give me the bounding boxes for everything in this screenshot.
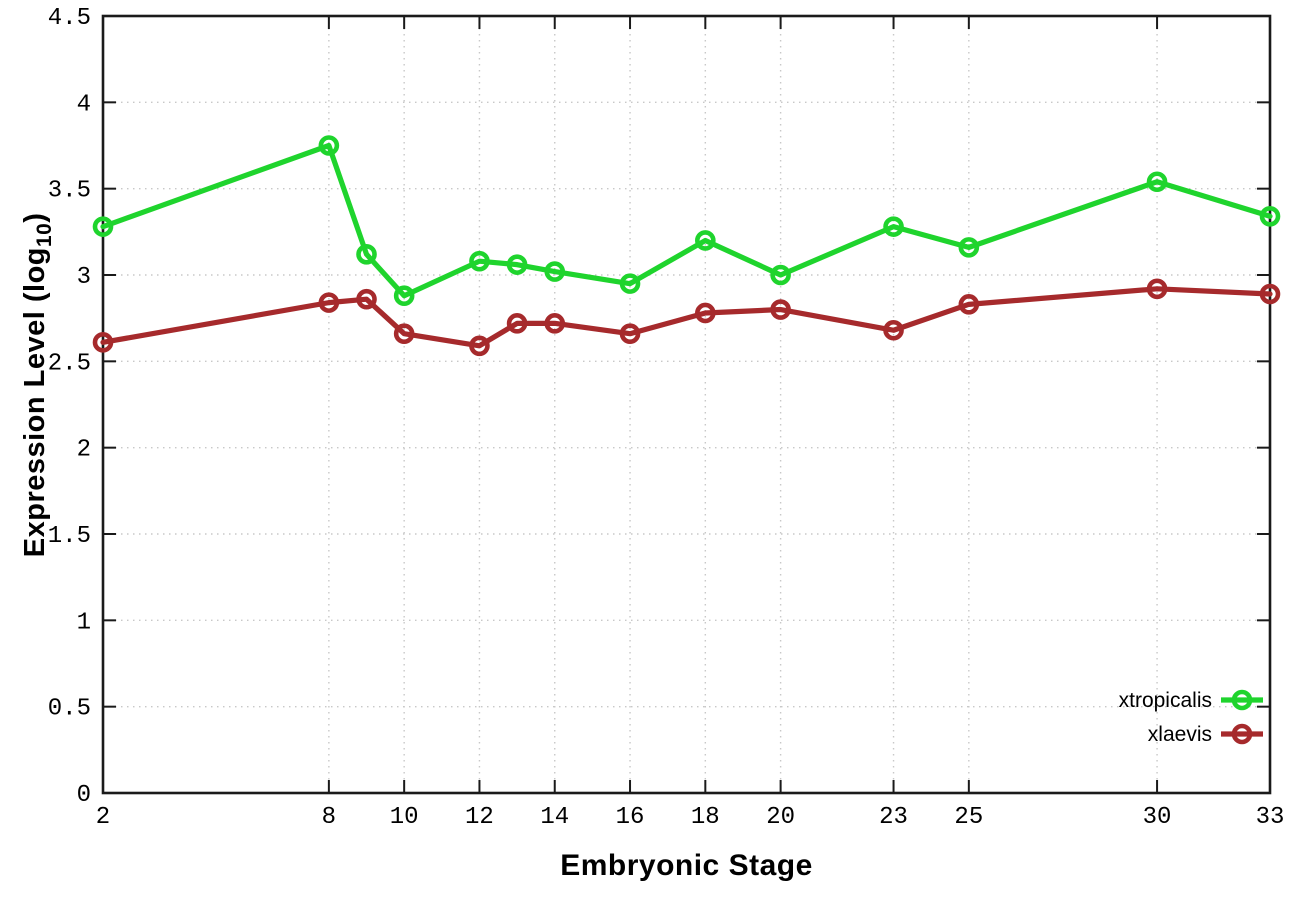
data-point-xtropicalis-33 xyxy=(1259,205,1281,227)
data-point-xlaevis-13 xyxy=(506,313,528,334)
series-xlaevis xyxy=(92,278,1281,357)
data-point-xlaevis-8 xyxy=(318,292,340,313)
data-point-xtropicalis-16 xyxy=(619,273,641,294)
x-tick-label: 12 xyxy=(465,804,494,831)
data-point-xtropicalis-2 xyxy=(92,216,114,237)
x-tick-label: 2 xyxy=(96,804,110,831)
data-point-xtropicalis-18 xyxy=(695,230,716,251)
y-tick-label: 4.5 xyxy=(48,5,91,32)
tick-marks xyxy=(102,15,1271,794)
data-point-xlaevis-12 xyxy=(469,335,490,357)
x-tick-label: 25 xyxy=(954,804,983,831)
data-point-xlaevis-14 xyxy=(544,313,566,334)
x-tick-label: 10 xyxy=(390,804,419,831)
legend-entry-xtropicalis: xtropicalis xyxy=(1119,689,1263,712)
legend-label-xtropicalis: xtropicalis xyxy=(1119,689,1212,712)
data-point-xlaevis-16 xyxy=(619,323,641,345)
y-tick-label: 4 xyxy=(77,91,91,118)
data-point-xlaevis-33 xyxy=(1259,283,1281,305)
y-tick-label: 0 xyxy=(77,782,91,809)
legend-sample-marker-xlaevis xyxy=(1231,723,1253,745)
y-tick-label: 1.5 xyxy=(48,523,91,550)
legend-label-xlaevis: xlaevis xyxy=(1148,723,1212,746)
series-line-xlaevis xyxy=(100,286,1273,349)
gridlines xyxy=(103,15,1271,793)
y-axis-title-subscript: 10 xyxy=(32,222,56,247)
x-axis-title: Embryonic Stage xyxy=(560,849,813,882)
x-tick-label: 16 xyxy=(616,804,645,831)
x-tick-label: 23 xyxy=(879,804,908,831)
data-point-xlaevis-20 xyxy=(770,299,791,320)
data-point-xlaevis-9 xyxy=(356,288,377,310)
y-tick-label: 0.5 xyxy=(48,696,91,723)
data-point-xlaevis-2 xyxy=(92,332,114,353)
x-tick-label: 30 xyxy=(1143,804,1172,831)
tick-labels: 0 0.5 1 1.5 2 2.5 3 3.5 4 4.5 2 8 10 12 14 16 18 20 23 25 30… xyxy=(48,5,1285,831)
legend-entry-xlaevis: xlaevis xyxy=(1148,723,1263,746)
data-point-xtropicalis-14 xyxy=(544,261,566,282)
x-tick-label: 33 xyxy=(1256,804,1285,831)
plot-border xyxy=(101,14,1272,795)
data-point-xtropicalis-13 xyxy=(506,254,528,275)
y-tick-label: 1 xyxy=(77,609,91,636)
data-point-xlaevis-30 xyxy=(1146,278,1168,300)
data-point-xtropicalis-25 xyxy=(958,237,980,258)
data-point-xlaevis-18 xyxy=(695,302,716,324)
y-tick-label: 3.5 xyxy=(48,178,91,205)
data-point-xtropicalis-10 xyxy=(393,285,415,307)
data-point-xtropicalis-12 xyxy=(469,250,490,272)
x-tick-label: 18 xyxy=(691,804,720,831)
data-point-xlaevis-25 xyxy=(958,294,980,315)
data-point-xlaevis-10 xyxy=(393,323,415,345)
data-point-xtropicalis-30 xyxy=(1146,171,1168,193)
data-point-xtropicalis-8 xyxy=(318,135,340,156)
y-axis-title-text: Expression Level (log xyxy=(19,246,52,558)
data-point-xtropicalis-23 xyxy=(883,216,904,237)
x-tick-label: 8 xyxy=(322,804,336,831)
data-point-xtropicalis-9 xyxy=(356,243,377,265)
x-tick-label: 14 xyxy=(540,804,569,831)
series-xtropicalis xyxy=(92,135,1281,307)
y-tick-label: 3 xyxy=(77,264,91,291)
legend: xtropicalis xlaevis xyxy=(1119,689,1263,746)
data-point-xlaevis-23 xyxy=(883,319,904,341)
x-tick-label: 20 xyxy=(766,804,795,831)
y-axis-title: Expression Level (log10) xyxy=(19,0,57,775)
data-point-xtropicalis-20 xyxy=(770,264,791,286)
series-line-xtropicalis xyxy=(100,142,1273,299)
y-tick-label: 2 xyxy=(77,437,91,464)
y-tick-label: 2.5 xyxy=(48,350,91,377)
y-axis-title-close: ) xyxy=(19,212,52,223)
legend-sample-marker-xtropicalis xyxy=(1231,689,1253,711)
